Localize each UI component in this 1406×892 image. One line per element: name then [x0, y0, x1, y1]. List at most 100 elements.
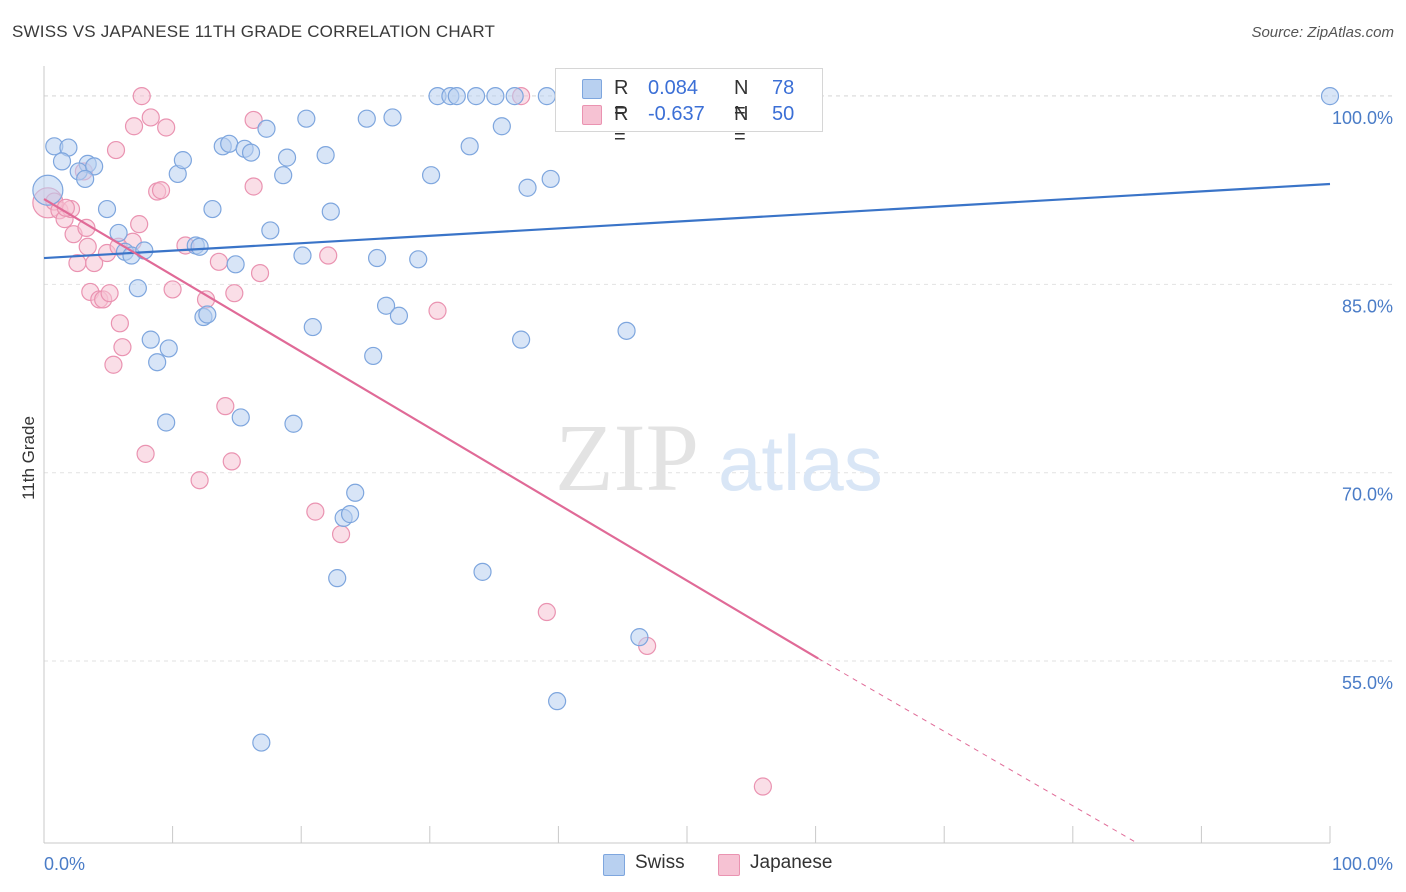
swiss-legend-swatch: [603, 854, 625, 876]
swiss-point: [303, 317, 322, 337]
source-label: Source: ZipAtlas.com: [1251, 24, 1394, 41]
swiss-point: [460, 137, 479, 156]
swiss-point: [257, 119, 276, 138]
swiss-point: [447, 87, 466, 106]
japanese-point: [151, 181, 171, 200]
swiss-point: [284, 414, 303, 433]
swiss-point: [297, 109, 316, 128]
swiss-point: [328, 569, 347, 588]
japanese-point: [331, 525, 351, 544]
swiss-point: [226, 255, 245, 274]
swiss-point: [85, 157, 104, 176]
swiss-point: [364, 346, 383, 366]
watermark-zip: ZIP: [555, 404, 699, 511]
correlation-legend: R = 0.084 N = 78 R = -0.637 N = 50: [555, 68, 823, 148]
japanese-point: [113, 338, 132, 357]
legend-r-label: R =: [614, 77, 629, 122]
swiss-point: [52, 152, 72, 171]
legend-n-label: N =: [734, 77, 749, 122]
japanese-point: [110, 314, 129, 333]
swiss-point: [486, 87, 505, 106]
swiss-point: [548, 692, 567, 711]
japanese-point: [124, 117, 144, 136]
japanese-point: [78, 237, 97, 256]
watermark-atlas: atlas: [718, 419, 883, 507]
y-tick-label: 70.0%: [1342, 485, 1393, 505]
swiss-point: [135, 241, 154, 260]
swiss-point: [128, 279, 147, 298]
japanese-point: [244, 177, 263, 196]
swiss-point: [321, 202, 340, 221]
swiss-point: [376, 296, 396, 315]
swiss-point: [190, 237, 209, 256]
japanese-point: [225, 284, 244, 303]
swiss-point: [505, 87, 524, 106]
swiss-point: [630, 628, 649, 647]
japanese-point: [319, 246, 338, 265]
swiss-point: [473, 562, 492, 581]
swiss-point: [512, 330, 531, 349]
swiss-point: [340, 505, 360, 524]
swiss-swatch: [582, 79, 602, 99]
japanese-point: [428, 301, 447, 320]
japanese-point: [244, 110, 263, 130]
legend-r-label: R =: [614, 103, 629, 148]
swiss-point: [316, 146, 335, 165]
chart-title: SWISS VS JAPANESE 11TH GRADE CORRELATION…: [12, 22, 496, 41]
swiss-point: [466, 87, 486, 106]
swiss-point: [198, 305, 217, 324]
swiss-point: [203, 199, 222, 219]
swiss-point: [97, 199, 117, 219]
swiss-point: [141, 330, 160, 349]
y-axis-title: 11th Grade: [19, 416, 38, 500]
grid-lines: [44, 95, 1394, 662]
swiss-point: [76, 169, 95, 189]
swiss-legend-label: Swiss: [635, 852, 685, 873]
japanese-point: [104, 355, 123, 374]
x-tick-label: 0.0%: [44, 854, 85, 874]
swiss-point: [277, 148, 297, 167]
japanese-trend-extension: [817, 658, 1138, 844]
watermark: ZIP atlas: [555, 404, 883, 511]
swiss-point: [383, 108, 402, 127]
legend-r-value: 0.084: [648, 77, 699, 99]
japanese-point: [163, 280, 182, 299]
japanese-point: [753, 777, 772, 796]
swiss-point: [274, 166, 293, 185]
swiss-point: [241, 143, 261, 162]
swiss-point: [541, 169, 560, 189]
swiss-point: [389, 306, 409, 325]
swiss-point: [293, 246, 312, 265]
swiss-point: [252, 733, 271, 752]
japanese-point: [77, 218, 96, 238]
japanese-point: [157, 118, 176, 137]
swiss-point: [409, 250, 428, 269]
trend-lines: [43, 182, 1331, 844]
swiss-point: [537, 87, 556, 106]
swiss-point: [492, 117, 511, 136]
swiss-point: [617, 321, 636, 340]
legend-n-value: 50: [772, 103, 795, 125]
swiss-point: [261, 221, 280, 240]
japanese-point: [141, 108, 160, 127]
japanese-point: [250, 264, 270, 283]
japanese-trend-line: [43, 198, 819, 660]
japanese-legend-label: Japanese: [750, 852, 833, 873]
japanese-point: [106, 140, 126, 160]
japanese-point: [222, 452, 241, 471]
swiss-point: [1320, 87, 1340, 106]
swiss-point: [148, 353, 167, 372]
japanese-point: [537, 602, 556, 622]
japanese-point: [190, 471, 209, 490]
swiss-point: [159, 339, 178, 358]
swiss-point: [357, 109, 376, 128]
japanese-point: [100, 284, 119, 303]
swiss-point: [109, 223, 128, 243]
japanese-point: [136, 444, 155, 463]
japanese-point: [306, 502, 325, 521]
swiss-points: [32, 87, 1340, 752]
x-tick-label: 100.0%: [1332, 854, 1393, 874]
japanese-point: [216, 397, 235, 416]
japanese-point: [130, 215, 149, 234]
